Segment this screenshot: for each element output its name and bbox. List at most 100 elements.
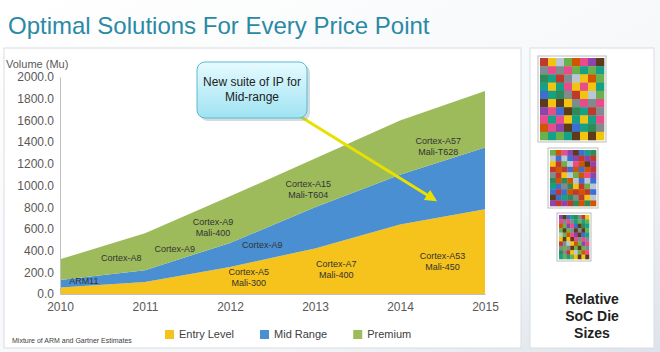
die-cell [585,178,591,184]
y-tick-label: 800.0 [24,201,54,215]
die-cell [540,74,548,83]
die-cell [579,161,585,167]
die-cell [573,178,579,184]
die-cell [559,219,563,224]
die-cell [548,132,556,141]
x-tick-label: 2015 [472,300,499,314]
die-cell [550,161,556,167]
annotation: ARM11 [69,276,98,286]
die-cell [564,99,572,108]
die-cell [567,246,571,251]
annotations: ARM11 Cortex-A8 Cortex-A9 Cortex-A9Mali-400… [69,136,465,288]
die-cell [578,237,582,242]
die-frame [557,213,591,261]
die-cell [588,74,596,83]
die-cell [548,66,556,75]
die-cell [550,189,556,195]
die-cell [572,58,580,67]
die-cell [570,219,574,224]
background [0,0,660,352]
die-cell [570,233,574,238]
y-tick: 1400.0 [17,135,60,149]
die-cell [579,200,585,206]
y-tick: 200.0 [24,266,60,280]
die-cell [559,241,563,246]
annotation: Cortex-A9Mali-400 [193,217,234,238]
die-cell [556,83,564,92]
die-cell [548,107,556,116]
legend-swatch [165,330,174,339]
x-tick: 2014 [387,294,414,314]
die-cell [556,132,564,141]
side-label: RelativeSoC DieSizes [565,291,619,341]
die-cell [556,99,564,108]
die-cell [578,233,582,238]
die-cell [580,83,588,92]
legend: Entry LevelMid RangePremium [165,328,411,340]
die-image [548,148,598,208]
die-cell [564,58,572,67]
die-cell [579,195,585,201]
die-cell [567,200,573,206]
die-cell [590,189,596,195]
die-cell [588,132,596,141]
die-cell [590,150,596,156]
die-cell [585,241,589,246]
die-cell [563,219,567,224]
callout-line: Mid-range [225,90,279,104]
legend-label: Premium [367,328,411,340]
die-cell [556,74,564,83]
annotation-line: Mali-T604 [288,190,328,200]
die-cell [567,255,571,260]
y-tick-label: 600.0 [24,222,54,236]
callout-line: New suite of IP for [203,75,301,89]
die-cell [556,58,564,67]
die-cell [559,228,563,233]
die-cell [562,195,568,201]
die-cell [556,150,562,156]
die-cell [585,184,591,190]
die-cell [582,237,586,242]
die-cell [540,124,548,133]
die-cell [550,184,556,190]
legend-swatch [260,330,269,339]
die-cell [567,178,573,184]
annotation: Cortex-A57Mali-T628 [415,136,461,157]
annotation: Cortex-A8 [101,253,142,263]
die-cell [588,91,596,100]
die-cell [563,255,567,260]
die-cell [596,58,604,67]
die-cell [563,233,567,238]
die-cell [572,132,580,141]
die-cell [567,150,573,156]
die-cell [540,66,548,75]
annotation: Cortex-A15Mali-T604 [285,179,331,200]
y-tick: 1200.0 [17,157,60,171]
die-cell [585,156,591,162]
die-frame [538,56,606,142]
die-cell [578,224,582,229]
die-cell [578,219,582,224]
die-cell [556,124,564,133]
annotation: Cortex-A7Mali-400 [316,259,357,280]
die-cell [573,200,579,206]
die-cell [564,107,572,116]
die-cell [559,250,563,255]
die-cell [579,178,585,184]
side-label-line: Sizes [574,325,610,341]
die-cell [580,132,588,141]
x-tick: 2011 [133,294,159,314]
die-cell [556,172,562,178]
die-cell [572,74,580,83]
die-cell [574,255,578,260]
die-cell [585,224,589,229]
die-cell [590,167,596,173]
die-cell [548,99,556,108]
annotation-line: Cortex-A9 [154,244,195,254]
die-cell [564,66,572,75]
die-cell [548,91,556,100]
source-note: Mixture of ARM and Gartner Estimates [12,337,132,344]
die-cell [556,189,562,195]
die-cell [585,250,589,255]
annotation-line: Cortex-A57 [415,136,461,146]
